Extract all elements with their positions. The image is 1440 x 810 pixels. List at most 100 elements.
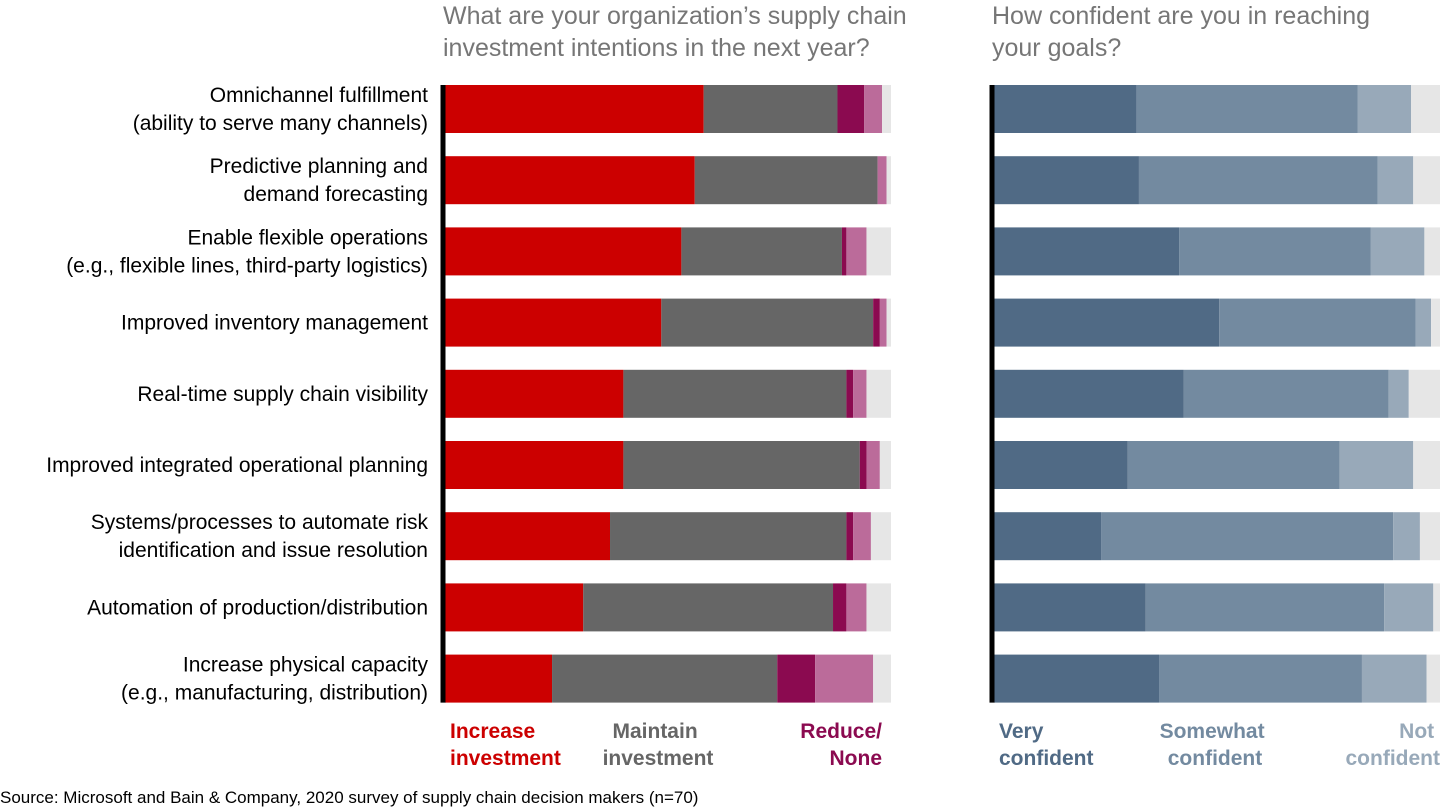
bar-segment [866,227,891,276]
bar-segment [1384,583,1434,632]
legend-line: confident [1168,747,1263,770]
bar-segment [1393,512,1420,561]
bar-segment [815,654,874,703]
bar-segment [445,85,704,133]
legend-line: investment [603,747,714,770]
category-label: (e.g., manufacturing, distribution) [121,682,428,705]
bar-segment [1413,441,1440,489]
bar-segment [1138,156,1378,205]
bar-segment [610,512,847,561]
bar-segment [1411,85,1440,133]
bar-segment [833,583,847,632]
bar-segment [1388,369,1409,418]
category-label: identification and issue resolution [119,539,428,562]
bar-segment [1357,85,1412,133]
bar-segment [841,227,847,276]
chart-title: What are your organization’s supply chai… [443,2,907,30]
bar-segment [994,85,1137,133]
legend-line: Not [1399,720,1440,743]
bar-segment [994,654,1160,703]
category-label: demand forecasting [244,183,428,206]
bar-segment [445,583,584,632]
bar-segment [853,369,867,418]
bar-segment [994,227,1180,276]
bar-segment [846,227,867,276]
bar-segment [837,85,865,133]
bar-segment [1361,654,1427,703]
bar-segment [866,441,880,489]
bar-segment [1179,227,1371,276]
legend-line: Somewhat [1160,720,1271,743]
category-label: Systems/processes to automate risk [91,511,429,534]
bar-segment [846,369,854,418]
bar-segment [661,298,874,347]
bar-segment [1377,156,1414,205]
bar-segment [994,583,1146,632]
legend-label: Not confident [1346,720,1440,770]
category-label: Real-time supply chain visibility [137,383,428,406]
category-label: (e.g., flexible lines, third-party logis… [66,254,428,277]
bar-segment [873,298,880,347]
category-label: Automation of production/distribution [87,596,428,619]
bar-segment [552,654,778,703]
bar-segment [1415,298,1432,347]
category-label: Omnichannel fulfillment [210,84,428,107]
bar-segment [846,512,854,561]
bar-segment [866,369,891,418]
category-label: Predictive planning and [210,155,428,178]
bar-segment [1426,654,1440,703]
bar-segment [445,654,553,703]
bar-segment [445,369,624,418]
bar-segment [1136,85,1358,133]
bar-segment [1413,156,1440,205]
bar-segment [777,654,816,703]
bar-segment [853,512,871,561]
legend-line: Very [999,720,1049,743]
bar-segment [859,441,867,489]
legend-line: Increase [450,720,541,743]
bar-segment [1219,298,1416,347]
legend-label: Somewhat confident [1160,720,1271,770]
bar-segment [445,156,695,205]
bar-segment [866,583,891,632]
bar-segment [1159,654,1362,703]
bar-segment [445,441,624,489]
bar-segment [873,654,891,703]
bar-segment [870,512,891,561]
bar-segment [864,85,883,133]
bar-segment [694,156,878,205]
bar-segment [879,441,891,489]
chart-title: How confident are you in reaching [992,2,1370,30]
legend-label: Reduce/ [800,720,882,743]
bar-segment [623,369,847,418]
source-note: Source: Microsoft and Bain & Company, 20… [0,788,698,807]
bar-segment [1127,441,1340,489]
bar-segment [1370,227,1425,276]
bar-segment [879,298,887,347]
category-label: Increase physical capacity [183,654,429,677]
bar-segment [886,298,891,347]
bar-segment [886,156,891,205]
legend-line: confident [1346,747,1440,770]
bar-segment [1431,298,1440,347]
legend-line: confident [999,747,1094,770]
category-label: (ability to serve many channels) [133,112,428,135]
bar-segment [877,156,887,205]
category-label: Enable flexible operations [188,226,429,249]
chart-title: investment intentions in the next year? [443,34,870,62]
legend-label: None [830,747,883,770]
legend-line: investment [450,747,561,770]
bar-segment [994,512,1102,561]
bar-segment [583,583,834,632]
bar-segment [1424,227,1440,276]
bar-segment [1419,512,1440,561]
legend-label: Maintain investment [603,720,714,770]
category-label: Improved inventory management [121,312,428,335]
bar-segment [703,85,838,133]
bar-segment [1433,583,1440,632]
bar-segment [445,227,682,276]
bar-segment [681,227,842,276]
bar-segment [846,583,867,632]
bar-segment [994,441,1128,489]
